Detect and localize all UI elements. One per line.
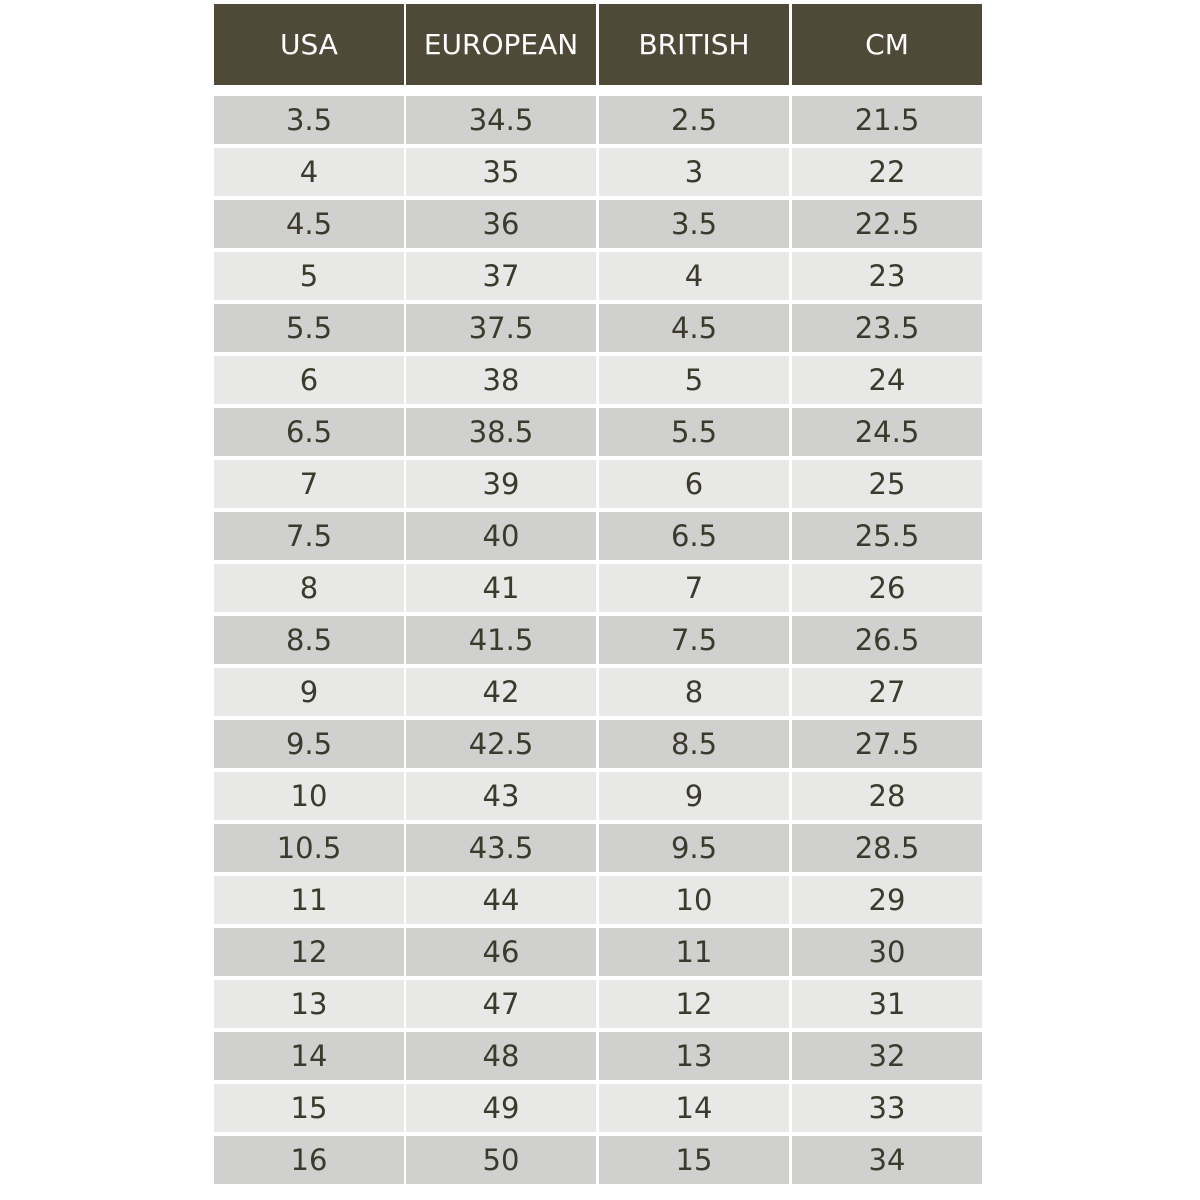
table-cell: 2.5: [599, 96, 789, 144]
table-cell: 25.5: [792, 512, 982, 560]
table-cell: 6.5: [599, 512, 789, 560]
header-cell: USA: [214, 4, 404, 85]
table-cell: 13: [599, 1032, 789, 1080]
table-cell: 12: [214, 928, 404, 976]
table-cell: 43.5: [406, 824, 596, 872]
table-cell: 16: [214, 1136, 404, 1184]
table-cell: 9: [214, 668, 404, 716]
table-cell: 14: [599, 1084, 789, 1132]
table-cell: 43: [406, 772, 596, 820]
table-cell: 15: [214, 1084, 404, 1132]
table-cell: 38.5: [406, 408, 596, 456]
table-cell: 11: [214, 876, 404, 924]
table-cell: 34: [792, 1136, 982, 1184]
table-cell: 7: [599, 564, 789, 612]
table-cell: 27: [792, 668, 982, 716]
table-cell: 28.5: [792, 824, 982, 872]
table-cell: 8: [214, 564, 404, 612]
table-cell: 23: [792, 252, 982, 300]
table-cell: 7.5: [214, 512, 404, 560]
table-cell: 42: [406, 668, 596, 716]
table-cell: 24: [792, 356, 982, 404]
header-cell: CM: [792, 4, 982, 85]
table-cell: 14: [214, 1032, 404, 1080]
table-cell: 36: [406, 200, 596, 248]
table-cell: 41.5: [406, 616, 596, 664]
table-cell: 24.5: [792, 408, 982, 456]
table-cell: 10.5: [214, 824, 404, 872]
table-cell: 49: [406, 1084, 596, 1132]
table-cell: 11: [599, 928, 789, 976]
table-cell: 37.5: [406, 304, 596, 352]
table-cell: 27.5: [792, 720, 982, 768]
table-cell: 5.5: [599, 408, 789, 456]
header-cell: EUROPEAN: [406, 4, 596, 85]
table-cell: 35: [406, 148, 596, 196]
table-cell: 10: [214, 772, 404, 820]
table-cell: 22: [792, 148, 982, 196]
table-cell: 7: [214, 460, 404, 508]
table-cell: 4: [214, 148, 404, 196]
table-cell: 5: [599, 356, 789, 404]
table-cell: 41: [406, 564, 596, 612]
table-cell: 23.5: [792, 304, 982, 352]
table-cell: 15: [599, 1136, 789, 1184]
table-cell: 47: [406, 980, 596, 1028]
table-cell: 33: [792, 1084, 982, 1132]
table-cell: 6.5: [214, 408, 404, 456]
table-cell: 32: [792, 1032, 982, 1080]
table-cell: 8.5: [599, 720, 789, 768]
table-cell: 48: [406, 1032, 596, 1080]
table-cell: 42.5: [406, 720, 596, 768]
table-cell: 4.5: [599, 304, 789, 352]
table-cell: 38: [406, 356, 596, 404]
table-cell: 4.5: [214, 200, 404, 248]
table-cell: 28: [792, 772, 982, 820]
table-cell: 6: [214, 356, 404, 404]
table-cell: 9: [599, 772, 789, 820]
table-cell: 3.5: [599, 200, 789, 248]
table-cell: 21.5: [792, 96, 982, 144]
table-cell: 44: [406, 876, 596, 924]
table-cell: 7.5: [599, 616, 789, 664]
table-cell: 13: [214, 980, 404, 1028]
table-cell: 37: [406, 252, 596, 300]
table-cell: 25: [792, 460, 982, 508]
table-cell: 9.5: [599, 824, 789, 872]
table-cell: 3: [599, 148, 789, 196]
table-cell: 4: [599, 252, 789, 300]
header-cell: BRITISH: [599, 4, 789, 85]
table-cell: 34.5: [406, 96, 596, 144]
table-cell: 8: [599, 668, 789, 716]
table-cell: 50: [406, 1136, 596, 1184]
table-cell: 26.5: [792, 616, 982, 664]
table-cell: 5: [214, 252, 404, 300]
table-cell: 6: [599, 460, 789, 508]
table-cell: 26: [792, 564, 982, 612]
table-cell: 30: [792, 928, 982, 976]
table-cell: 12: [599, 980, 789, 1028]
table-cell: 31: [792, 980, 982, 1028]
table-cell: 39: [406, 460, 596, 508]
table-cell: 22.5: [792, 200, 982, 248]
table-cell: 8.5: [214, 616, 404, 664]
table-cell: 29: [792, 876, 982, 924]
table-cell: 3.5: [214, 96, 404, 144]
table-cell: 10: [599, 876, 789, 924]
table-cell: 40: [406, 512, 596, 560]
table-cell: 9.5: [214, 720, 404, 768]
table-cell: 5.5: [214, 304, 404, 352]
table-cell: 46: [406, 928, 596, 976]
